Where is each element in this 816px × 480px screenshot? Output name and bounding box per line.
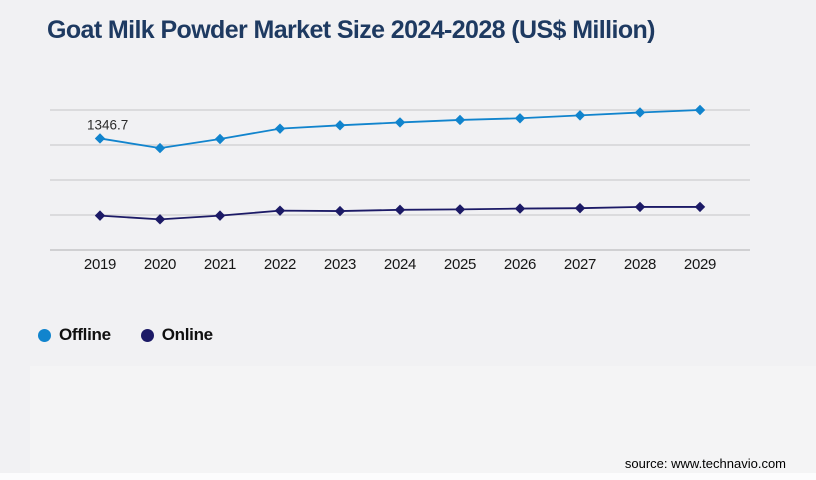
- data-point-marker-offline: [514, 113, 526, 124]
- chart-legend: Offline Online: [38, 325, 213, 345]
- data-point-marker-online: [454, 204, 466, 215]
- x-tick-label-2022: 2022: [263, 256, 297, 273]
- x-tick-label-2028: 2028: [623, 256, 657, 273]
- chart-area: 1346.7: [50, 104, 750, 251]
- x-tick-label-2021: 2021: [203, 256, 237, 273]
- data-point-marker-offline: [154, 142, 166, 154]
- data-point-marker-online: [334, 205, 346, 217]
- legend-label-offline: Offline: [59, 325, 111, 344]
- data-point-marker-offline: [694, 104, 706, 116]
- data-point-marker-online: [634, 201, 646, 213]
- page-title: Goat Milk Powder Market Size 2024-2028 (…: [47, 16, 655, 44]
- data-point-marker-offline: [214, 133, 226, 145]
- data-point-marker-offline: [334, 120, 346, 131]
- legend-dot-online: [140, 328, 154, 342]
- data-point-marker-online: [394, 204, 406, 216]
- data-point-marker-online: [694, 201, 706, 213]
- source-text: source: www.technavio.com: [624, 456, 786, 471]
- legend-item-online: Online: [140, 325, 213, 345]
- data-point-marker-offline: [274, 123, 286, 134]
- x-tick-label-2020: 2020: [143, 256, 177, 273]
- legend-dot-offline: [38, 328, 51, 342]
- bottom-edge-strip: [0, 473, 816, 480]
- data-point-label: 1346.7: [87, 117, 128, 132]
- x-tick-label-2023: 2023: [323, 256, 357, 273]
- x-tick-label-2027: 2027: [563, 256, 597, 273]
- data-point-marker-offline: [574, 110, 586, 121]
- legend-label-online: Online: [161, 325, 213, 344]
- data-point-marker-offline: [634, 107, 646, 118]
- data-point-marker-online: [154, 214, 166, 225]
- x-tick-label-2029: 2029: [683, 256, 717, 273]
- series-line-offline: [99, 109, 701, 150]
- data-point-marker-offline: [394, 117, 406, 128]
- data-point-marker-online: [214, 210, 226, 221]
- x-tick-label-2026: 2026: [503, 256, 537, 273]
- data-point-marker-online: [574, 202, 586, 214]
- data-point-marker-online: [514, 203, 526, 214]
- legend-item-offline: Offline: [38, 325, 111, 345]
- data-point-marker-offline: [454, 114, 466, 126]
- data-point-marker-online: [274, 205, 286, 216]
- x-tick-label-2025: 2025: [443, 256, 477, 273]
- x-tick-label-2019: 2019: [83, 256, 117, 273]
- data-point-marker-offline: [94, 133, 106, 144]
- bottom-panel: [30, 366, 816, 480]
- x-tick-label-2024: 2024: [383, 256, 417, 273]
- data-point-marker-online: [94, 210, 106, 221]
